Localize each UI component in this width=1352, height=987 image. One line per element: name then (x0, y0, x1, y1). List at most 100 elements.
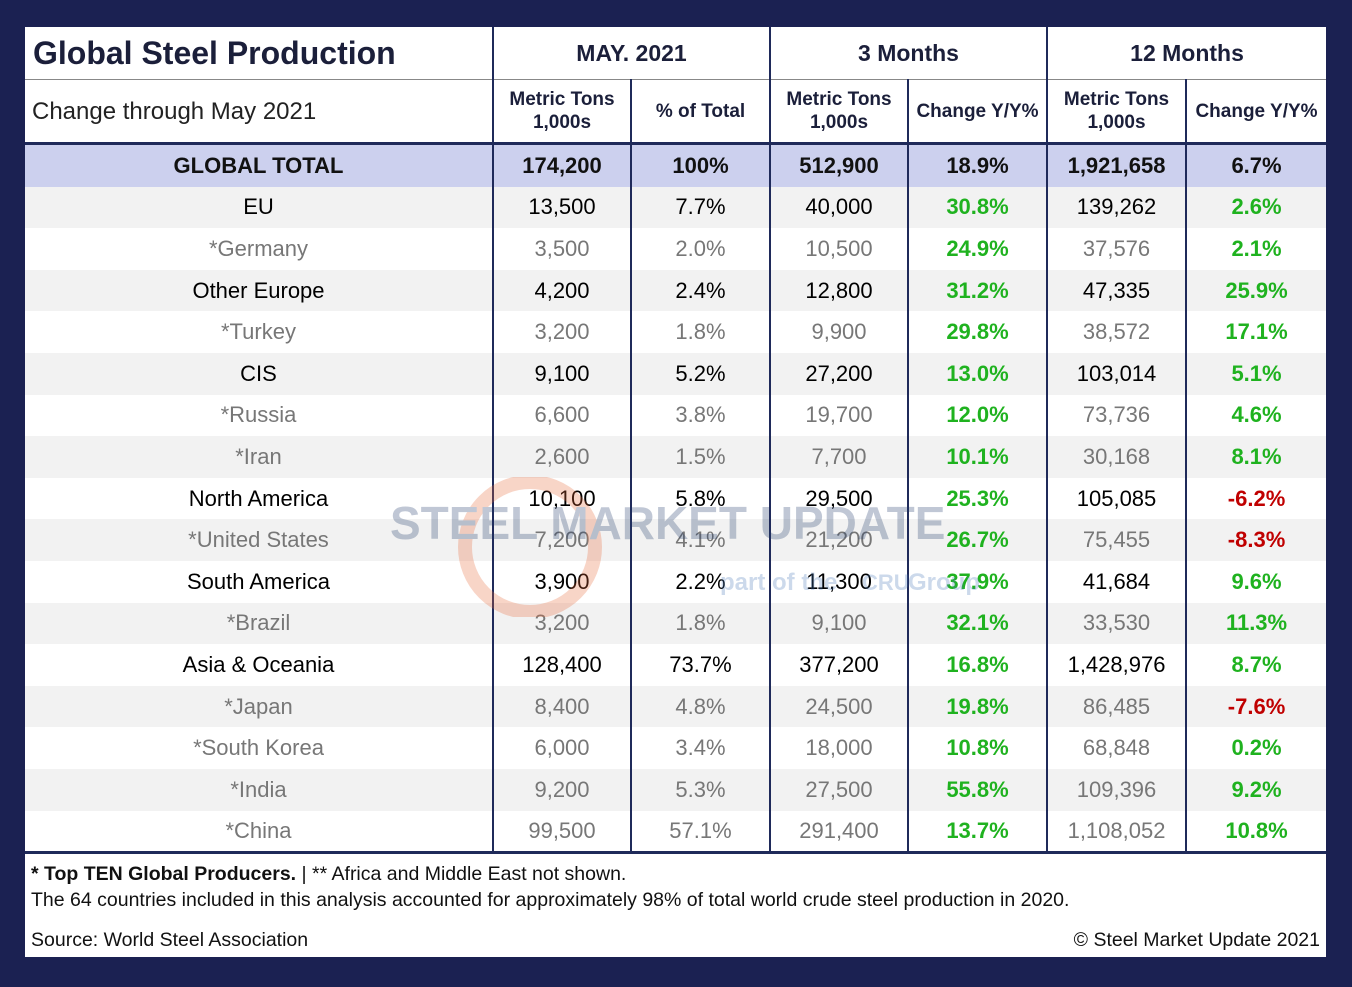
column-header: Metric Tons 1,000s (1046, 79, 1187, 145)
cell: 2.4% (630, 269, 770, 312)
cell: 5.8% (630, 477, 770, 520)
row: *China 99,500 57.1% 291,400 13.7% 1,108,052 10… (25, 810, 1327, 853)
cell: 12,800 (769, 269, 908, 312)
row: *South Korea 6,000 3.4% 18,000 10.8% 68,848 0.… (25, 727, 1327, 769)
cell: 57.1% (630, 810, 770, 853)
cell: 29.8% (906, 311, 1048, 353)
cell: 37.9% (906, 560, 1048, 603)
region-name: *Russia (220, 402, 297, 428)
region-name: *Iran (25, 436, 493, 478)
cell: 1.8% (630, 602, 770, 645)
subtitle: Change through May 2021 (25, 79, 493, 145)
cell: 1,921,658 (1046, 143, 1187, 187)
cell: 24.9% (906, 228, 1048, 270)
cell: 5.3% (630, 768, 770, 811)
cell: 139,262 (1046, 186, 1187, 229)
cell: 9.2% (1185, 768, 1327, 811)
cell: 7.7% (630, 186, 770, 229)
cell: 18.9% (906, 143, 1048, 187)
cell: 4.8% (630, 685, 770, 728)
cell: 105,085 (1046, 477, 1187, 520)
cell: 7,700 (769, 436, 908, 478)
cell: 2.6% (1185, 186, 1327, 229)
cell: 25.3% (906, 477, 1048, 520)
row: Other Europe 4,200 2.4% 12,800 31.2% 47,335 25… (25, 269, 1327, 312)
cell: 4.6% (1185, 394, 1327, 437)
cell: 3,500 (492, 228, 631, 270)
row: South America 3,900 2.2% 11,300 37.9% 41,684 9… (25, 560, 1327, 603)
cell: 3.4% (630, 727, 770, 769)
cell: 2.0% (630, 228, 770, 270)
cell: 38,572 (1046, 311, 1187, 353)
cell: 32.1% (906, 602, 1048, 645)
region-name: *Germany (208, 235, 309, 261)
cell: 174,200 (492, 143, 631, 187)
cell: 73.7% (630, 644, 770, 686)
region-name: *Brazil (25, 602, 493, 645)
cell: 9,200 (492, 768, 631, 811)
copyright: © Steel Market Update 2021 (1073, 929, 1320, 951)
cell: 10,500 (769, 228, 908, 270)
cell: 18,000 (769, 727, 908, 769)
cell: -7.6% (1185, 685, 1327, 728)
group-header: 12 Months (1046, 27, 1327, 80)
cell: 16.8% (906, 644, 1048, 686)
cell: 9,900 (769, 311, 908, 353)
cell: 5.2% (630, 352, 770, 395)
region-name: *Japan (25, 685, 493, 728)
region-name: North America (188, 485, 329, 511)
cell: 2,600 (492, 436, 631, 478)
cell: 100% (630, 143, 770, 187)
cell: 24,500 (769, 685, 908, 728)
cell: 37,576 (1046, 228, 1187, 270)
panel: Global Steel Production MAY. 2021 3 Mont… (25, 27, 1327, 957)
cell: 27,500 (769, 768, 908, 811)
cell: 8.1% (1185, 436, 1327, 478)
cell: 0.2% (1185, 727, 1327, 769)
cell: 5.1% (1185, 352, 1327, 395)
cell: 1.8% (630, 311, 770, 353)
cell: 10.8% (1185, 810, 1327, 853)
cell: 6,600 (492, 394, 631, 437)
cell: 377,200 (769, 644, 908, 686)
column-header: Metric Tons 1,000s (769, 79, 908, 145)
cell: 8.7% (1185, 644, 1327, 686)
cell: 26.7% (906, 519, 1048, 561)
region-name: *United States (25, 519, 493, 561)
cell: 6,000 (492, 727, 631, 769)
row: *India 9,200 5.3% 27,500 55.8% 109,396 9.2% (25, 768, 1327, 811)
cell: 512,900 (769, 143, 908, 187)
row: *Brazil 3,200 1.8% 9,100 32.1% 33,530 11.3% (25, 602, 1327, 645)
cell: 9,100 (769, 602, 908, 645)
row: *United States 7,200 4.1% 21,200 26.7% 75,455… (25, 519, 1327, 561)
cell: 30,168 (1046, 436, 1187, 478)
cell: 3,200 (492, 602, 631, 645)
source: Source: World Steel Association (31, 929, 309, 951)
steel-table: Global Steel Production MAY. 2021 3 Mont… (25, 27, 1327, 853)
footnote-rest: | ** Africa and Middle East not shown. (301, 863, 627, 885)
cell: 128,400 (492, 644, 631, 686)
cell: 9,100 (492, 352, 631, 395)
cell: 6.7% (1185, 143, 1327, 187)
cell: 12.0% (906, 394, 1048, 437)
column-header: Metric Tons 1,000s (492, 79, 631, 145)
region-name: South America (186, 568, 331, 594)
region-name: *Turkey (221, 319, 296, 345)
region-name: *South Korea (193, 735, 324, 761)
cell: 13.7% (906, 810, 1048, 853)
cell: 75,455 (1046, 519, 1187, 561)
cell: 10.1% (906, 436, 1048, 478)
row: North America 10,100 5.8% 29,500 25.3% 105,08… (25, 477, 1327, 520)
cell: 25.9% (1185, 269, 1327, 312)
column-header: Change Y/Y% (1185, 79, 1327, 145)
cell: 7,200 (492, 519, 631, 561)
cell: 13.0% (906, 352, 1048, 395)
region-name: Other Europe (25, 269, 493, 312)
cell: 86,485 (1046, 685, 1187, 728)
cell: 19,700 (769, 394, 908, 437)
cell: 31.2% (906, 269, 1048, 312)
cell: 68,848 (1046, 727, 1187, 769)
row: *Iran 2,600 1.5% 7,700 10.1% 30,168 8.1% (25, 436, 1327, 478)
row: *Japan 8,400 4.8% 24,500 19.8% 86,485 -7.6% (25, 685, 1327, 728)
